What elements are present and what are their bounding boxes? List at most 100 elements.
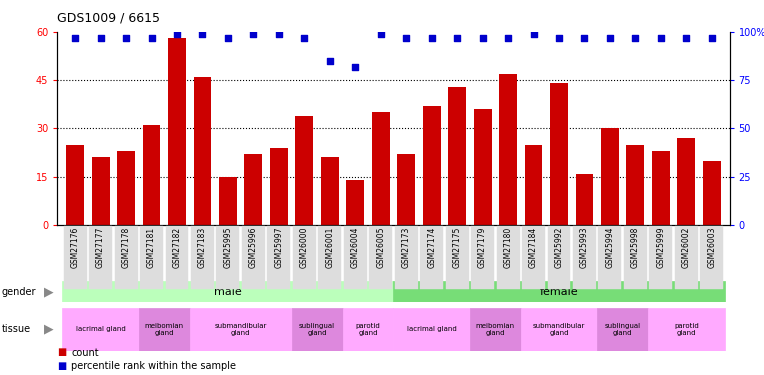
Text: GSM26001: GSM26001	[325, 227, 335, 268]
Bar	[139, 308, 189, 351]
Bar	[652, 151, 670, 225]
Text: sublingual
gland: sublingual gland	[604, 322, 641, 336]
Bar	[626, 144, 644, 225]
Text: tissue: tissue	[2, 324, 31, 334]
Bar	[601, 128, 619, 225]
Bar	[346, 180, 364, 225]
Point	[95, 34, 107, 40]
Bar	[598, 226, 621, 290]
Bar	[369, 226, 392, 290]
Text: GSM27174: GSM27174	[427, 227, 436, 268]
Bar	[166, 226, 189, 290]
Point	[145, 34, 157, 40]
Bar	[597, 308, 648, 351]
Text: submandibular
gland: submandibular gland	[215, 322, 267, 336]
Bar	[420, 226, 443, 290]
Bar	[395, 226, 418, 290]
Bar	[92, 158, 109, 225]
Point	[298, 34, 310, 40]
Text: male: male	[214, 286, 241, 297]
Point	[655, 34, 667, 40]
Text: GSM27175: GSM27175	[452, 227, 461, 268]
Bar	[344, 226, 367, 290]
Bar	[63, 281, 393, 302]
Text: GSM27181: GSM27181	[147, 227, 156, 268]
Bar	[393, 281, 724, 302]
Bar	[522, 226, 545, 290]
Text: GSM27179: GSM27179	[478, 227, 487, 268]
Bar	[143, 125, 160, 225]
Text: lacrimal gland: lacrimal gland	[76, 326, 125, 332]
Text: GSM25998: GSM25998	[631, 227, 640, 268]
Point	[248, 31, 260, 37]
Bar	[63, 226, 86, 290]
Text: GSM25999: GSM25999	[656, 227, 665, 268]
Bar	[548, 226, 571, 290]
Bar	[397, 154, 415, 225]
Bar	[140, 226, 163, 290]
Bar	[703, 160, 720, 225]
Bar	[296, 116, 313, 225]
Text: parotid
gland: parotid gland	[355, 322, 380, 336]
Bar	[193, 77, 212, 225]
Text: meibomian
gland: meibomian gland	[476, 322, 515, 336]
Bar	[525, 144, 542, 225]
Bar	[66, 144, 84, 225]
Point	[477, 34, 489, 40]
Bar	[624, 226, 647, 290]
Point	[426, 34, 438, 40]
Bar	[422, 106, 441, 225]
Text: count: count	[71, 348, 99, 357]
Bar	[701, 226, 724, 290]
Text: GSM26005: GSM26005	[376, 227, 385, 268]
Point	[451, 34, 463, 40]
Bar	[63, 308, 139, 351]
Text: GSM26000: GSM26000	[299, 227, 309, 268]
Text: GSM25993: GSM25993	[580, 227, 589, 268]
Bar	[117, 151, 135, 225]
Text: GSM25995: GSM25995	[223, 227, 232, 268]
Text: GSM27177: GSM27177	[96, 227, 105, 268]
Point	[680, 34, 692, 40]
Bar	[293, 226, 316, 290]
Text: GSM27176: GSM27176	[70, 227, 79, 268]
Bar	[168, 38, 186, 225]
Bar	[321, 158, 338, 225]
Bar	[270, 148, 288, 225]
Text: ■: ■	[57, 361, 66, 370]
Bar	[550, 83, 568, 225]
Text: GSM27173: GSM27173	[402, 227, 411, 268]
Bar	[470, 308, 521, 351]
Text: GSM27182: GSM27182	[173, 227, 182, 268]
Bar	[575, 174, 594, 225]
Bar	[372, 112, 390, 225]
Point	[222, 34, 234, 40]
Bar	[191, 226, 214, 290]
Point	[324, 58, 336, 64]
Point	[553, 34, 565, 40]
Bar	[244, 154, 262, 225]
Bar	[115, 226, 138, 290]
Point	[502, 34, 514, 40]
Text: GSM27178: GSM27178	[121, 227, 131, 268]
Bar	[219, 177, 237, 225]
Text: ▶: ▶	[44, 322, 53, 336]
Bar	[648, 308, 724, 351]
Bar	[267, 226, 290, 290]
Point	[69, 34, 81, 40]
Point	[120, 34, 132, 40]
Bar	[497, 226, 520, 290]
Bar	[319, 226, 342, 290]
Point	[400, 34, 413, 40]
Text: GDS1009 / 6615: GDS1009 / 6615	[57, 11, 160, 24]
Bar	[342, 308, 393, 351]
Text: GSM25992: GSM25992	[555, 227, 564, 268]
Bar	[573, 226, 596, 290]
Point	[604, 34, 616, 40]
Text: ▶: ▶	[44, 285, 53, 298]
Bar	[216, 226, 239, 290]
Point	[578, 34, 591, 40]
Point	[706, 34, 718, 40]
Text: GSM25996: GSM25996	[249, 227, 258, 268]
Bar	[242, 226, 265, 290]
